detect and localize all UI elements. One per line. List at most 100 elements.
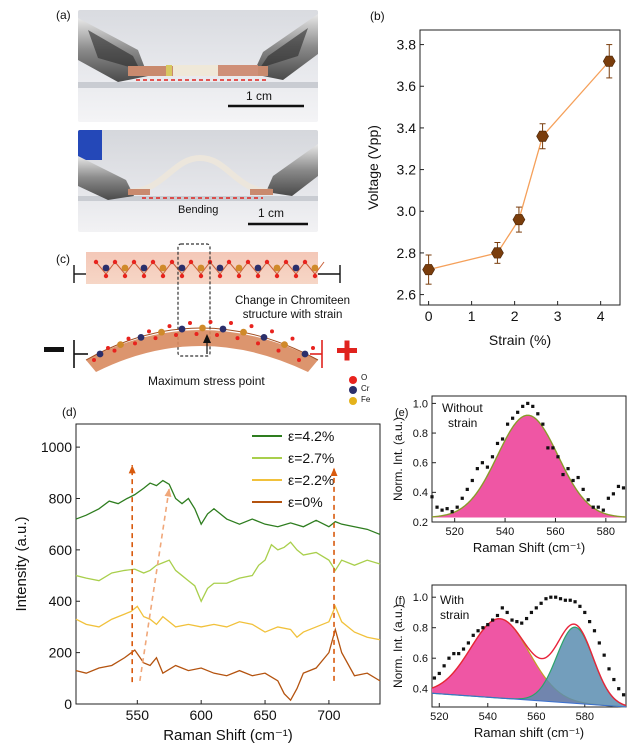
data-point <box>470 478 474 483</box>
envelope-line <box>431 618 627 707</box>
data-point <box>612 677 616 682</box>
data-point <box>460 496 464 500</box>
data-point <box>510 618 514 622</box>
data-point <box>558 597 563 601</box>
data-point <box>576 475 580 480</box>
data-point <box>592 629 597 633</box>
x-tick-label: 540 <box>479 711 497 723</box>
y-tick-label: 1.0 <box>413 592 428 604</box>
data-point <box>544 597 548 601</box>
data-point <box>586 498 590 502</box>
data-point <box>486 623 490 627</box>
data-point <box>440 508 444 512</box>
legend-cr-label: Cr <box>361 384 370 393</box>
data-point <box>602 653 606 657</box>
data-point <box>491 618 495 622</box>
data-point <box>455 505 459 509</box>
x-axis-label: Raman shift (cm⁻¹) <box>474 725 584 740</box>
data-point <box>601 508 605 512</box>
legend-label: ε=2.7% <box>288 450 334 466</box>
data-point <box>445 507 449 511</box>
data-point <box>481 626 485 630</box>
spectrum-line <box>75 479 381 536</box>
data-point <box>432 676 437 680</box>
data-point <box>422 264 435 276</box>
x-tick-label: 650 <box>253 707 277 723</box>
x-tick-label: 600 <box>189 707 213 723</box>
data-point <box>447 656 451 660</box>
y-tick-label: 3.6 <box>397 78 417 94</box>
data-point <box>549 595 553 599</box>
data-point <box>536 130 549 142</box>
x-tick-label: 1 <box>468 308 476 324</box>
data-point <box>621 693 626 697</box>
photo2-scale-label: 1 cm <box>258 206 285 220</box>
y-axis-label: Norm. Int. (a.u.) <box>391 604 405 688</box>
data-point <box>515 620 519 624</box>
data-point <box>578 604 582 608</box>
data-point <box>541 422 545 426</box>
strain-note-line1: Change in Chromiteen <box>235 295 351 307</box>
data-point <box>556 455 560 459</box>
data-point <box>596 505 600 509</box>
data-point <box>495 441 500 446</box>
panel-e-label: (e) <box>395 407 408 419</box>
voltage-line <box>428 60 610 271</box>
y-tick-label: 2.6 <box>397 286 417 302</box>
data-point <box>588 620 592 624</box>
spectrum-line <box>75 541 381 603</box>
legend-label: ε=2.2% <box>288 472 334 488</box>
strain-note: Change in Chromiteen structure with stra… <box>235 294 350 322</box>
data-point <box>457 652 461 656</box>
y-tick-label: 1000 <box>41 439 72 455</box>
strain-note-line2: structure with strain <box>242 309 343 321</box>
plot-frame <box>431 395 627 523</box>
legend-o-label: O <box>361 373 368 382</box>
y-tick-label: 0.6 <box>413 458 428 470</box>
data-point <box>606 496 610 500</box>
panel-c-label: (c) <box>56 252 70 266</box>
spectrum-line <box>75 627 381 702</box>
data-point <box>621 486 626 490</box>
x-tick-label: 2 <box>511 308 519 324</box>
data-point <box>475 467 479 471</box>
data-point <box>476 629 480 633</box>
data-point <box>526 401 530 406</box>
data-point <box>536 412 540 416</box>
x-tick-label: 3 <box>554 308 562 324</box>
data-point <box>591 505 595 509</box>
chart-f: (f) 520 540 560 580 0.4 0.6 0.8 1.0 Raman shift (… <box>391 584 627 740</box>
photo2-bending-label: Bending <box>178 204 219 216</box>
data-point <box>617 687 621 691</box>
x-axis-label: Raman Shift (cm⁻¹) <box>473 540 585 555</box>
inline-label: With <box>440 593 464 607</box>
data-point <box>491 247 504 259</box>
x-tick-label: 560 <box>546 526 564 538</box>
y-tick-label: 3.8 <box>397 36 417 52</box>
photo-flat-film-graphic <box>78 10 318 122</box>
peak-area <box>432 618 626 707</box>
y-tick-label: 0.8 <box>413 623 428 635</box>
x-tick-label: 4 <box>597 308 605 324</box>
data-point <box>531 404 535 408</box>
y-tick-label: 1.0 <box>413 398 428 410</box>
data-point <box>500 437 505 441</box>
legend-fe-label: Fe <box>361 395 371 404</box>
data-point <box>490 455 495 459</box>
annotation-arrow <box>139 488 171 682</box>
data-point <box>466 641 470 645</box>
spectrum-line <box>75 604 381 641</box>
x-tick-label: 0 <box>425 308 433 324</box>
x-tick-label: 580 <box>576 711 594 723</box>
peak-area <box>432 627 626 707</box>
data-point <box>452 652 456 656</box>
photo-flat-film: 1 cm <box>78 10 318 122</box>
plot-frame <box>431 584 627 708</box>
data-point <box>563 598 567 602</box>
data-point <box>539 601 543 605</box>
data-point <box>571 478 575 483</box>
legend-label: ε=4.2% <box>288 428 334 444</box>
data-point <box>505 610 509 615</box>
panel-a-label: (a) <box>56 8 71 22</box>
